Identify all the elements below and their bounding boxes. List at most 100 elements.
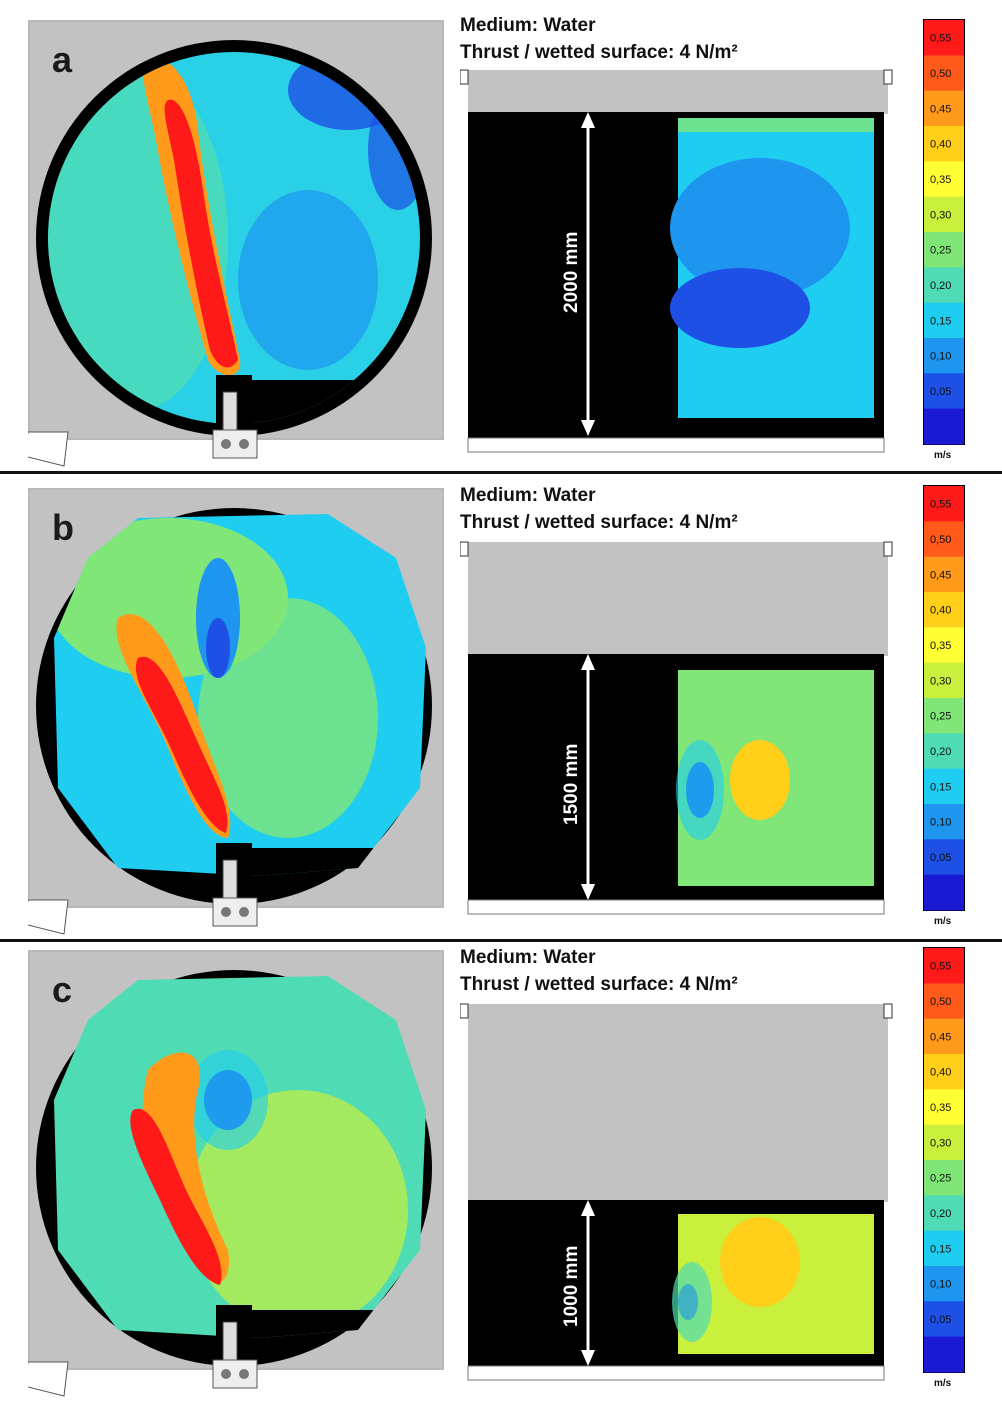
- colorbar-segment: [924, 267, 964, 304]
- plan-view-velocity-field: b: [28, 507, 432, 935]
- colorbar-tick-label: 0,15: [930, 315, 951, 327]
- colorbar-segment: [924, 1336, 964, 1373]
- colorbar-tick-label: 0,10: [930, 351, 951, 363]
- colorbar-segment: [924, 983, 964, 1020]
- colorbar-segment: [924, 1054, 964, 1090]
- panel-b: b Medium: Water Thrust / wetted surface:…: [0, 470, 1002, 938]
- colorbar-segment: [924, 90, 964, 127]
- panel-title: Medium: Water Thrust / wetted surface: 4…: [460, 12, 738, 66]
- panel-title: Medium: Water Thrust / wetted surface: 4…: [460, 944, 738, 998]
- colorbar-segment: [924, 55, 964, 92]
- colorbar: 0,55 0,50 0,45 0,40 0,35 0,30 0,25 0,20 0,15 0,10…: [923, 485, 965, 927]
- thrust-label: Thrust / wetted surface: 4 N/m²: [460, 974, 738, 995]
- colorbar-tick-label: 0,05: [930, 852, 951, 864]
- colorbar-tick-label: 0,15: [930, 1243, 951, 1255]
- colorbar-segment: [924, 161, 964, 198]
- colorbar-segment: [924, 338, 964, 374]
- colorbar-segment: [924, 302, 964, 339]
- colorbar-tick-label: 0,45: [930, 103, 951, 115]
- plan-view-velocity-field: c: [28, 969, 432, 1397]
- colorbar-segment: [924, 373, 964, 410]
- colorbar-tick-label: 0,30: [930, 675, 951, 687]
- colorbar-tick-label: 0,40: [930, 1067, 951, 1079]
- colorbar-tick-label: 0,55: [930, 499, 951, 511]
- colorbar-tick-label: 0,35: [930, 640, 951, 652]
- side-view: 2000 mm: [460, 69, 893, 453]
- panel-title: Medium: Water Thrust / wetted surface: 4…: [460, 482, 738, 536]
- colorbar-segment: [924, 662, 964, 699]
- mixer-icon: [212, 1321, 258, 1389]
- colorbar-segment: [924, 627, 964, 664]
- depth-dimension: 2000 mm: [561, 232, 582, 313]
- panel-label: c: [52, 969, 72, 1010]
- thrust-label: Thrust / wetted surface: 4 N/m²: [460, 42, 738, 63]
- colorbar-unit: m/s: [934, 916, 952, 927]
- colorbar-segment: [924, 556, 964, 593]
- colorbar-segment: [924, 1124, 964, 1161]
- colorbar-tick-label: 0,50: [930, 534, 951, 546]
- side-view: 1000 mm: [460, 1003, 893, 1381]
- colorbar-segment: [924, 768, 964, 805]
- colorbar-tick-label: 0,25: [930, 245, 951, 257]
- colorbar-segment: [924, 232, 964, 268]
- colorbar-tick-label: 0,45: [930, 569, 951, 581]
- colorbar-tick-label: 0,25: [930, 711, 951, 723]
- colorbar-tick-label: 0,50: [930, 68, 951, 80]
- colorbar-tick-label: 0,55: [930, 33, 951, 45]
- panel-c: c Medium: Water Thrust / wetted surface:…: [0, 940, 1002, 1403]
- colorbar-tick-label: 0,25: [930, 1173, 951, 1185]
- colorbar-segment: [924, 839, 964, 876]
- colorbar-tick-label: 0,20: [930, 280, 951, 292]
- colorbar-tick-label: 0,35: [930, 1102, 951, 1114]
- colorbar-segment: [924, 20, 964, 56]
- medium-label: Medium: Water: [460, 15, 596, 36]
- colorbar-unit: m/s: [934, 1378, 952, 1389]
- colorbar-tick-label: 0,05: [930, 1314, 951, 1326]
- colorbar-segment: [924, 874, 964, 911]
- colorbar-segment: [924, 1230, 964, 1267]
- thrust-label: Thrust / wetted surface: 4 N/m²: [460, 512, 738, 533]
- colorbar-segment: [924, 1301, 964, 1338]
- colorbar-segment: [924, 1160, 964, 1196]
- colorbar-tick-label: 0,15: [930, 781, 951, 793]
- colorbar-tick-label: 0,35: [930, 174, 951, 186]
- mixer-icon: [212, 859, 258, 927]
- panel-label: b: [52, 507, 74, 548]
- colorbar-segment: [924, 1089, 964, 1126]
- colorbar-segment: [924, 804, 964, 840]
- colorbar-tick-label: 0,10: [930, 817, 951, 829]
- colorbar-segment: [924, 486, 964, 522]
- depth-dimension: 1000 mm: [561, 1246, 582, 1327]
- colorbar-segment: [924, 733, 964, 770]
- mixer-icon: [212, 391, 258, 459]
- colorbar-segment: [924, 408, 964, 445]
- colorbar-tick-label: 0,45: [930, 1031, 951, 1043]
- plan-view-velocity-field: a: [28, 39, 432, 467]
- colorbar-tick-label: 0,20: [930, 746, 951, 758]
- colorbar-segment: [924, 1266, 964, 1302]
- side-view: 1500 mm: [460, 541, 893, 915]
- colorbar-tick-label: 0,10: [930, 1279, 951, 1291]
- panel-separator: [0, 471, 1002, 474]
- medium-label: Medium: Water: [460, 485, 596, 506]
- colorbar-segment: [924, 698, 964, 734]
- colorbar-tick-label: 0,05: [930, 386, 951, 398]
- colorbar-segment: [924, 196, 964, 233]
- panel-separator: [0, 939, 1002, 942]
- panel-label: a: [52, 39, 73, 80]
- colorbar-tick-label: 0,30: [930, 1137, 951, 1149]
- medium-label: Medium: Water: [460, 947, 596, 968]
- colorbar-unit: m/s: [934, 450, 952, 461]
- panel-a: a Medium: Water Thrust / wetted surface:…: [0, 0, 1002, 470]
- colorbar-tick-label: 0,40: [930, 605, 951, 617]
- colorbar-segment: [924, 126, 964, 162]
- colorbar-tick-label: 0,40: [930, 139, 951, 151]
- colorbar-tick-label: 0,50: [930, 996, 951, 1008]
- colorbar: 0,55 0,50 0,45 0,40 0,35 0,30 0,25 0,20 0,15 0,10…: [923, 947, 965, 1389]
- colorbar-segment: [924, 1195, 964, 1232]
- colorbar-segment: [924, 521, 964, 558]
- colorbar-tick-label: 0,55: [930, 961, 951, 973]
- colorbar: 0,55 0,50 0,45 0,40 0,35 0,30 0,25 0,20 0,15 0,10…: [923, 19, 965, 461]
- colorbar-tick-label: 0,20: [930, 1208, 951, 1220]
- colorbar-segment: [924, 948, 964, 984]
